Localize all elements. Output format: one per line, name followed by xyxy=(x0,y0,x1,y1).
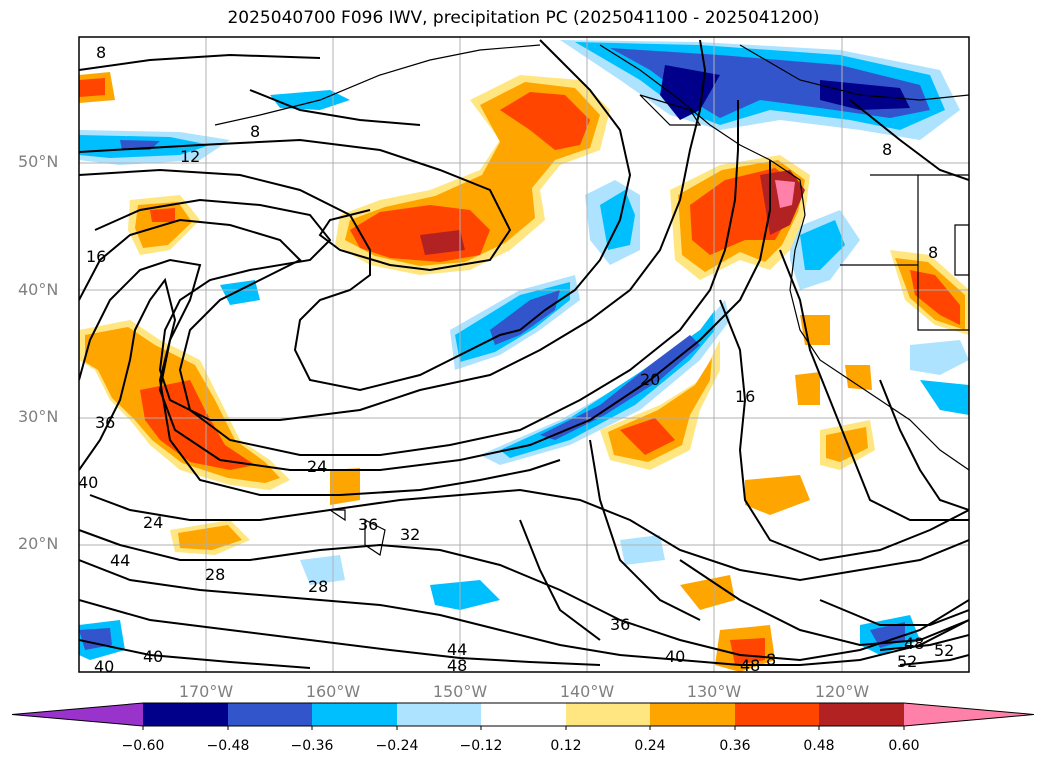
colorbar-tick: 0.60 xyxy=(888,738,920,754)
contour-label: 32 xyxy=(400,525,420,544)
contour-label: 40 xyxy=(143,647,163,666)
map-border xyxy=(78,36,970,673)
contour-label: 8 xyxy=(882,140,892,159)
colorbar-segment xyxy=(650,703,735,726)
colorbar-segment xyxy=(735,703,819,726)
lat-label-40n: 40°N xyxy=(18,280,59,299)
contour-label: 40 xyxy=(665,647,685,666)
coastlines xyxy=(214,44,969,556)
colorbar-tick: −0.48 xyxy=(206,738,250,754)
colorbar-segment xyxy=(143,703,228,726)
graticule xyxy=(79,37,969,672)
lon-label-120w: 120°W xyxy=(814,682,870,701)
contour-label: 8 xyxy=(250,122,260,141)
lon-label-130w: 130°W xyxy=(686,682,742,701)
colorbar-tick: 0.24 xyxy=(634,738,666,754)
lat-label-50n: 50°N xyxy=(18,152,59,171)
colorbar-tick: −0.60 xyxy=(121,738,165,754)
contour-label: 48 xyxy=(447,656,467,675)
colorbar-tick: 0.12 xyxy=(550,738,582,754)
contour-label: 36 xyxy=(358,515,378,534)
colorbar-extend-high xyxy=(904,703,1034,726)
contour-label: 28 xyxy=(205,565,225,584)
contour-label: 36 xyxy=(95,413,115,432)
contour-labels: 8 8 12 16 16 20 24 24 28 28 32 36 36 36 … xyxy=(78,43,954,676)
contour-label: 44 xyxy=(110,551,130,570)
colorbar-segment xyxy=(819,703,904,726)
contour-label: 8 xyxy=(766,650,776,669)
contour-label: 16 xyxy=(86,247,106,266)
iwv-contours xyxy=(79,39,969,669)
contour-label: 48 xyxy=(740,656,760,675)
contour-label: 40 xyxy=(78,473,98,492)
negative-anomaly-regions xyxy=(79,40,969,660)
colorbar-tick: −0.36 xyxy=(290,738,334,754)
map-title: 2025040700 F096 IWV, precipitation PC (2… xyxy=(227,8,820,28)
precipitation-shading xyxy=(79,37,969,672)
colorbar-extend-low xyxy=(12,703,143,726)
colorbar-segment xyxy=(312,703,397,726)
colorbar-segment xyxy=(566,703,650,726)
colorbar-tick: −0.24 xyxy=(375,738,419,754)
contour-label: 36 xyxy=(610,615,630,634)
contour-label: 48 xyxy=(904,634,924,653)
contour-label: 52 xyxy=(897,652,917,671)
positive-anomaly-regions xyxy=(79,72,969,672)
lon-label-150w: 150°W xyxy=(432,682,488,701)
contour-label: 8 xyxy=(96,43,106,62)
colorbar xyxy=(11,702,1035,730)
contour-label: 16 xyxy=(735,387,755,406)
lat-label-20n: 20°N xyxy=(18,534,59,553)
colorbar-tick: 0.48 xyxy=(803,738,835,754)
contour-label: 28 xyxy=(308,577,328,596)
lon-label-160w: 160°W xyxy=(305,682,361,701)
colorbar-tick: 0.36 xyxy=(719,738,751,754)
contour-label: 52 xyxy=(934,641,954,660)
contour-label: 44 xyxy=(447,640,467,659)
contour-label: 24 xyxy=(307,457,327,476)
contour-label: 20 xyxy=(640,370,660,389)
contour-label: 12 xyxy=(180,147,200,166)
contour-label: 24 xyxy=(143,513,163,532)
colorbar-segment xyxy=(397,703,481,726)
colorbar-tick: −0.12 xyxy=(459,738,503,754)
colorbar-segment xyxy=(228,703,312,726)
colorbar-segment xyxy=(481,703,566,726)
lon-label-170w: 170°W xyxy=(178,682,234,701)
lon-label-140w: 140°W xyxy=(559,682,615,701)
contour-label: 8 xyxy=(928,243,938,262)
contour-label: 40 xyxy=(94,657,114,676)
lat-label-30n: 30°N xyxy=(18,407,59,426)
